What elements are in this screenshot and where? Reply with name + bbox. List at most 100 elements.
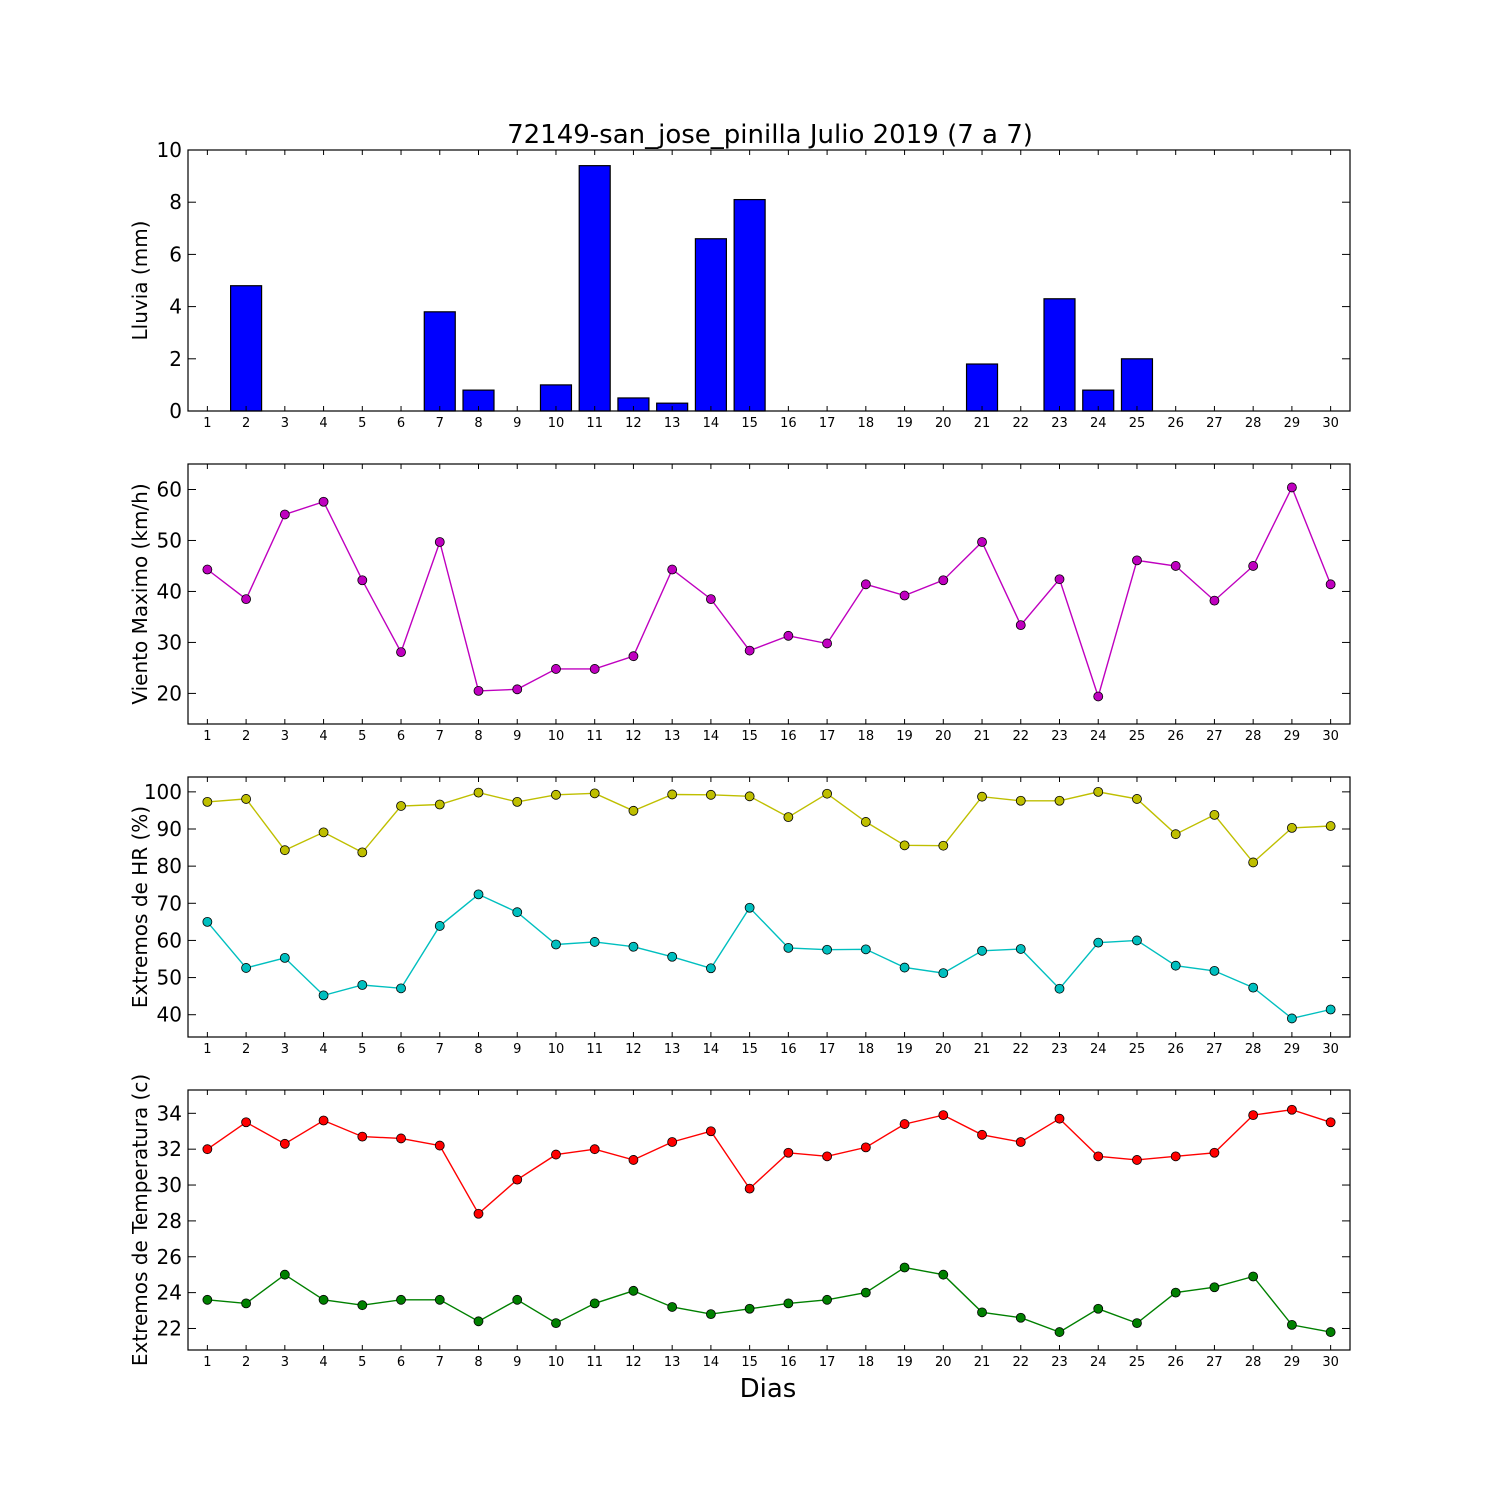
hr-xtick-label: 7 (436, 1042, 444, 1057)
hr-series-0-line (207, 791, 1331, 864)
hr-xtick-label: 11 (586, 1042, 603, 1057)
temperatura-series-0-point-13 (667, 1137, 678, 1147)
temperatura-series-1-point-10 (551, 1318, 561, 1329)
hr-series-0-point-12 (628, 805, 639, 816)
hr-series-0-point-23 (1054, 795, 1065, 806)
hr-series-1-point-7 (434, 921, 445, 931)
viento-series-0-point-21 (977, 537, 987, 547)
hr-series-0-point-27 (1209, 809, 1220, 820)
lluvia-xtick-label: 9 (513, 416, 521, 431)
temperatura-xtick-label: 7 (436, 1355, 444, 1370)
viento-series-0-point-28 (1248, 561, 1259, 571)
hr-ytick-label: 70 (157, 891, 182, 915)
temperatura-series-0-point-30 (1325, 1117, 1336, 1128)
temperatura-ytick-label: 32 (157, 1137, 182, 1161)
temperatura-series-1-point-4 (318, 1294, 329, 1305)
temperatura-series-0-point-1 (202, 1144, 213, 1155)
temperatura-ytick-label: 28 (157, 1209, 182, 1233)
temperatura-xtick-label: 1 (203, 1355, 211, 1370)
hr-xtick-label: 23 (1051, 1042, 1068, 1057)
hr-series-1-point-18 (860, 944, 871, 955)
hr-ytick-label: 60 (157, 928, 182, 952)
viento-xtick-label: 29 (1284, 729, 1301, 744)
lluvia-xtick-label: 29 (1284, 416, 1301, 431)
hr-series-1-point-9 (512, 907, 523, 918)
hr-series-0-point-26 (1170, 829, 1181, 840)
lluvia-xtick-label: 14 (703, 416, 720, 431)
hr-series-0-point-18 (860, 817, 871, 827)
hr-xtick-label: 26 (1167, 1042, 1184, 1057)
temperatura-xtick-label: 14 (703, 1355, 720, 1370)
lluvia-bar-7 (423, 311, 456, 412)
lluvia-ytick-label: 2 (169, 347, 182, 371)
temperatura-series-1-point-9 (512, 1294, 523, 1305)
hr-xtick-label: 16 (780, 1042, 797, 1057)
hr-xtick-label: 1 (203, 1042, 211, 1057)
lluvia-xtick-label: 8 (474, 416, 482, 431)
hr-xtick-label: 5 (358, 1042, 366, 1057)
temperatura-ytick-label: 34 (157, 1101, 182, 1125)
temperatura-series-1-point-24 (1093, 1303, 1104, 1314)
temperatura-xtick-label: 23 (1051, 1355, 1068, 1370)
lluvia-xtick-label: 25 (1129, 416, 1146, 431)
temperatura-xtick-label: 30 (1322, 1355, 1339, 1370)
temperatura-series-0-point-8 (473, 1208, 484, 1219)
hr-series-0-point-28 (1248, 857, 1259, 868)
hr-xtick-label: 10 (548, 1042, 565, 1057)
lluvia-bar-25 (1120, 358, 1154, 412)
viento-ytick-label: 50 (157, 528, 182, 552)
panel-viento: 1 2 3 4 5 6 7 8 9 10 11 12 13 14 15 16 17 18 19 20 21 22 23 24 2… (128, 463, 1351, 744)
panel-lluvia: 1 2 3 4 5 6 7 8 9 10 11 12 13 14 15 16 17 18 19 20 21 22 23 24 2… (128, 138, 1351, 431)
hr-series-0-point-20 (938, 840, 949, 851)
temperatura-series-0-point-22 (1015, 1137, 1026, 1147)
hr-series-1-point-29 (1287, 1013, 1297, 1024)
viento-series-0-point-25 (1132, 555, 1142, 566)
lluvia-xtick-label: 1 (203, 416, 211, 431)
viento-xtick-label: 22 (1012, 729, 1029, 744)
temperatura-series-0-point-28 (1248, 1110, 1259, 1121)
viento-xtick-label: 9 (513, 729, 521, 744)
hr-xtick-label: 3 (281, 1042, 289, 1057)
hr-series-1-point-25 (1132, 935, 1142, 946)
viento-series-0-point-20 (938, 575, 949, 586)
hr-series-0-point-15 (744, 791, 755, 802)
hr-series-0-point-16 (783, 812, 794, 823)
viento-series-0-point-4 (318, 496, 329, 507)
temperatura-xtick-label: 12 (625, 1355, 642, 1370)
temperatura-series-1-point-15 (744, 1303, 755, 1314)
viento-ytick-label: 20 (157, 681, 182, 705)
lluvia-ytick-label: 8 (169, 190, 182, 214)
temperatura-xtick-label: 28 (1245, 1355, 1262, 1370)
hr-series-1-point-13 (667, 951, 678, 962)
temperatura-series-0-point-4 (318, 1115, 329, 1126)
hr-series-1-point-20 (938, 968, 949, 979)
lluvia-bar-15 (733, 198, 766, 412)
lluvia-bar-2 (230, 285, 263, 412)
hr-series-0-point-29 (1287, 822, 1297, 833)
viento-series-0-point-10 (551, 664, 561, 674)
viento-series-0-point-26 (1170, 561, 1181, 571)
temperatura-series-1-point-1 (202, 1294, 213, 1305)
hr-series-1-point-27 (1209, 965, 1220, 976)
temperatura-series-0-point-2 (241, 1117, 252, 1128)
viento-xtick-label: 25 (1129, 729, 1146, 744)
temperatura-series-0-point-18 (860, 1142, 871, 1153)
panel-viento-frame (187, 463, 1351, 725)
temperatura-series-0-point-15 (744, 1183, 755, 1194)
lluvia-xtick-label: 3 (281, 416, 289, 431)
panel-hr-frame (187, 776, 1351, 1038)
viento-series-0-point-23 (1054, 574, 1065, 585)
lluvia-xtick-label: 7 (436, 416, 444, 431)
hr-xtick-label: 4 (319, 1042, 327, 1057)
hr-series-0-point-24 (1093, 786, 1104, 797)
temperatura-series-0-line (207, 1108, 1331, 1215)
hr-series-1-point-26 (1170, 960, 1181, 971)
lluvia-xtick-label: 10 (548, 416, 565, 431)
temperatura-xtick-label: 26 (1167, 1355, 1184, 1370)
temperatura-series-0-point-6 (396, 1133, 406, 1144)
hr-series-1-point-16 (783, 942, 794, 953)
lluvia-xtick-label: 23 (1051, 416, 1068, 431)
temperatura-series-1-point-29 (1287, 1319, 1297, 1330)
temperatura-series-0-point-25 (1132, 1155, 1142, 1165)
viento-series-0-point-17 (822, 638, 832, 649)
